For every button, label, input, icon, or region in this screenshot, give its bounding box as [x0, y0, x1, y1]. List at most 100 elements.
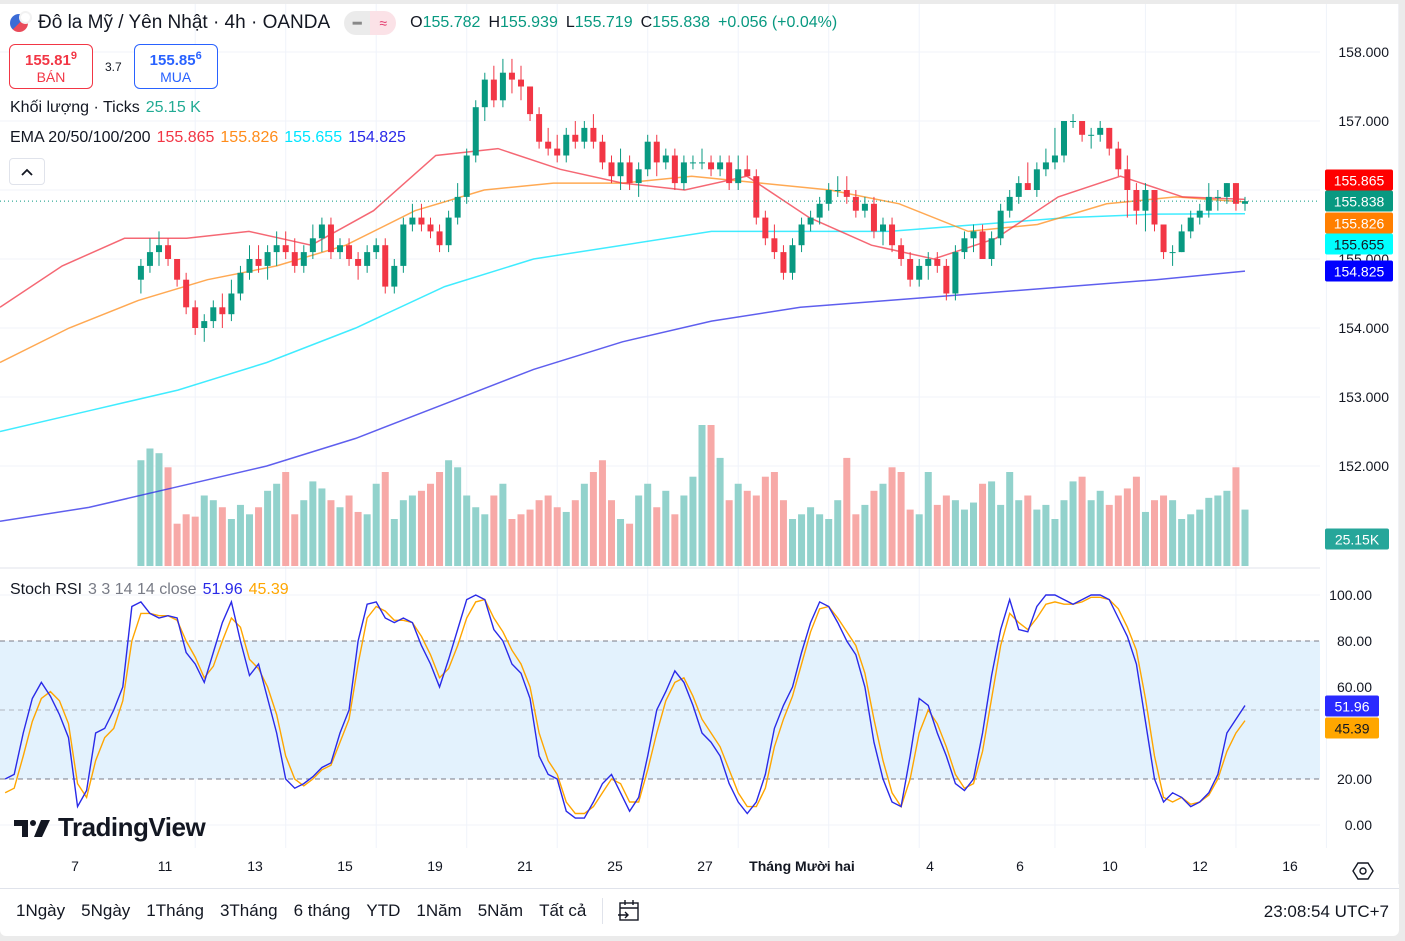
chart-window: Đô la Mỹ / Yên Nhật · 4h · OANDA ━ ≈ O15…: [0, 4, 1399, 936]
symbol-title[interactable]: Đô la Mỹ / Yên Nhật · 4h · OANDA: [38, 12, 331, 33]
candle-body: [581, 127, 588, 142]
candle: [536, 107, 543, 149]
volume-bar: [617, 519, 625, 566]
volume-bar: [544, 495, 552, 566]
volume-bar: [671, 514, 679, 566]
candle-body: [1187, 217, 1194, 232]
candle: [282, 231, 289, 259]
candle-body: [518, 79, 524, 87]
settings-gear-icon[interactable]: [1352, 860, 1374, 882]
volume-bar: [1096, 490, 1104, 566]
candle: [997, 203, 1004, 246]
candle-body: [816, 203, 823, 218]
collapse-legend-button[interactable]: [9, 158, 45, 185]
candle: [1088, 127, 1095, 149]
price-axis-label: 158.000: [1338, 44, 1389, 60]
candle: [834, 176, 841, 197]
range-button[interactable]: 3Tháng: [219, 900, 278, 920]
candle-body: [300, 252, 307, 266]
range-button[interactable]: 1Năm: [416, 900, 462, 920]
candle-body: [852, 196, 859, 211]
candle: [1015, 176, 1022, 204]
volume-bar: [1169, 500, 1177, 566]
volume-bar: [463, 495, 471, 566]
volume-bar: [445, 460, 453, 566]
volume-bar: [300, 500, 308, 566]
buy-label: MUA: [160, 68, 192, 85]
volume-bar: [200, 495, 208, 566]
tradingview-logo[interactable]: TradingView: [14, 812, 206, 843]
candle: [870, 196, 877, 239]
candle: [925, 252, 932, 280]
volume-bar: [481, 514, 489, 566]
candle: [889, 217, 896, 253]
candle-body: [1169, 252, 1176, 254]
range-button[interactable]: 6 tháng: [293, 900, 351, 920]
candle-body: [717, 162, 724, 170]
volume-bar: [309, 481, 317, 566]
candle-body: [726, 162, 733, 184]
sell-button[interactable]: 155.819 BÁN: [9, 44, 93, 89]
candle-body: [617, 162, 624, 177]
candle: [1061, 121, 1067, 163]
candle: [970, 224, 977, 253]
volume-bar: [843, 457, 851, 566]
clock-timezone[interactable]: 23:08:54 UTC+7: [1263, 902, 1389, 921]
volume-bar: [798, 514, 806, 566]
candle-body: [382, 245, 389, 287]
candle-body: [400, 224, 407, 266]
range-button[interactable]: 1Ngày: [16, 900, 66, 920]
high-label: H: [488, 14, 501, 31]
stoch-rsi-legend[interactable]: Stoch RSI 3 3 14 14 close 51.96 45.39: [10, 581, 289, 599]
candle: [246, 245, 253, 280]
time-axis-label: 21: [517, 858, 533, 874]
volume-bar: [508, 519, 516, 566]
volume-bar: [454, 467, 462, 566]
ema50-value: 155.826: [220, 129, 279, 146]
volume-bar: [933, 504, 941, 566]
candle-body: [264, 252, 271, 266]
candle-body: [997, 210, 1004, 239]
stoch-axis-label: 20.00: [1336, 771, 1372, 787]
volume-bar: [1078, 476, 1086, 566]
candle: [545, 127, 552, 156]
candle: [436, 224, 443, 253]
candle-body: [590, 127, 597, 142]
candle: [228, 279, 235, 322]
ema-lines: [0, 147, 1246, 522]
candle-body: [699, 162, 705, 164]
chart-canvas[interactable]: [0, 4, 1399, 936]
range-button[interactable]: YTD: [366, 900, 401, 920]
range-button[interactable]: 5Năm: [477, 900, 524, 920]
candle-body: [445, 217, 452, 246]
range-button[interactable]: 1Tháng: [146, 900, 204, 920]
ema-legend[interactable]: EMA 20/50/100/200 155.865 155.826 155.65…: [10, 129, 406, 147]
volume-bar: [598, 460, 606, 566]
candle-body: [680, 162, 687, 184]
candle-body: [952, 252, 959, 294]
candle-body: [346, 245, 353, 259]
market-status-pill[interactable]: ━ ≈: [344, 11, 397, 35]
volume-bar: [779, 500, 787, 566]
volume-legend[interactable]: Khối lượng · Ticks 25.15 K: [10, 99, 201, 117]
range-button[interactable]: Tất cả: [539, 900, 587, 920]
buy-button[interactable]: 155.856 MUA: [133, 44, 218, 89]
candle: [210, 300, 217, 328]
toolbar-separator: [602, 897, 604, 924]
ema50-price-tag: 155.826: [1325, 212, 1393, 234]
low-label: L: [565, 14, 575, 31]
candle: [156, 231, 162, 266]
candle-body: [934, 259, 941, 266]
range-button[interactable]: 5Ngày: [81, 900, 131, 920]
volume-bar: [1024, 495, 1032, 566]
candle-body: [744, 169, 751, 177]
stoch-axis-label: 100.00: [1329, 587, 1372, 603]
candle: [300, 245, 307, 273]
goto-date-calendar-icon[interactable]: [615, 897, 643, 925]
candle: [192, 300, 199, 335]
volume-bar: [354, 511, 362, 566]
volume-bar: [1033, 509, 1041, 566]
candle-body: [689, 162, 696, 164]
volume-bar: [1205, 497, 1213, 566]
volume-bar: [291, 514, 299, 566]
